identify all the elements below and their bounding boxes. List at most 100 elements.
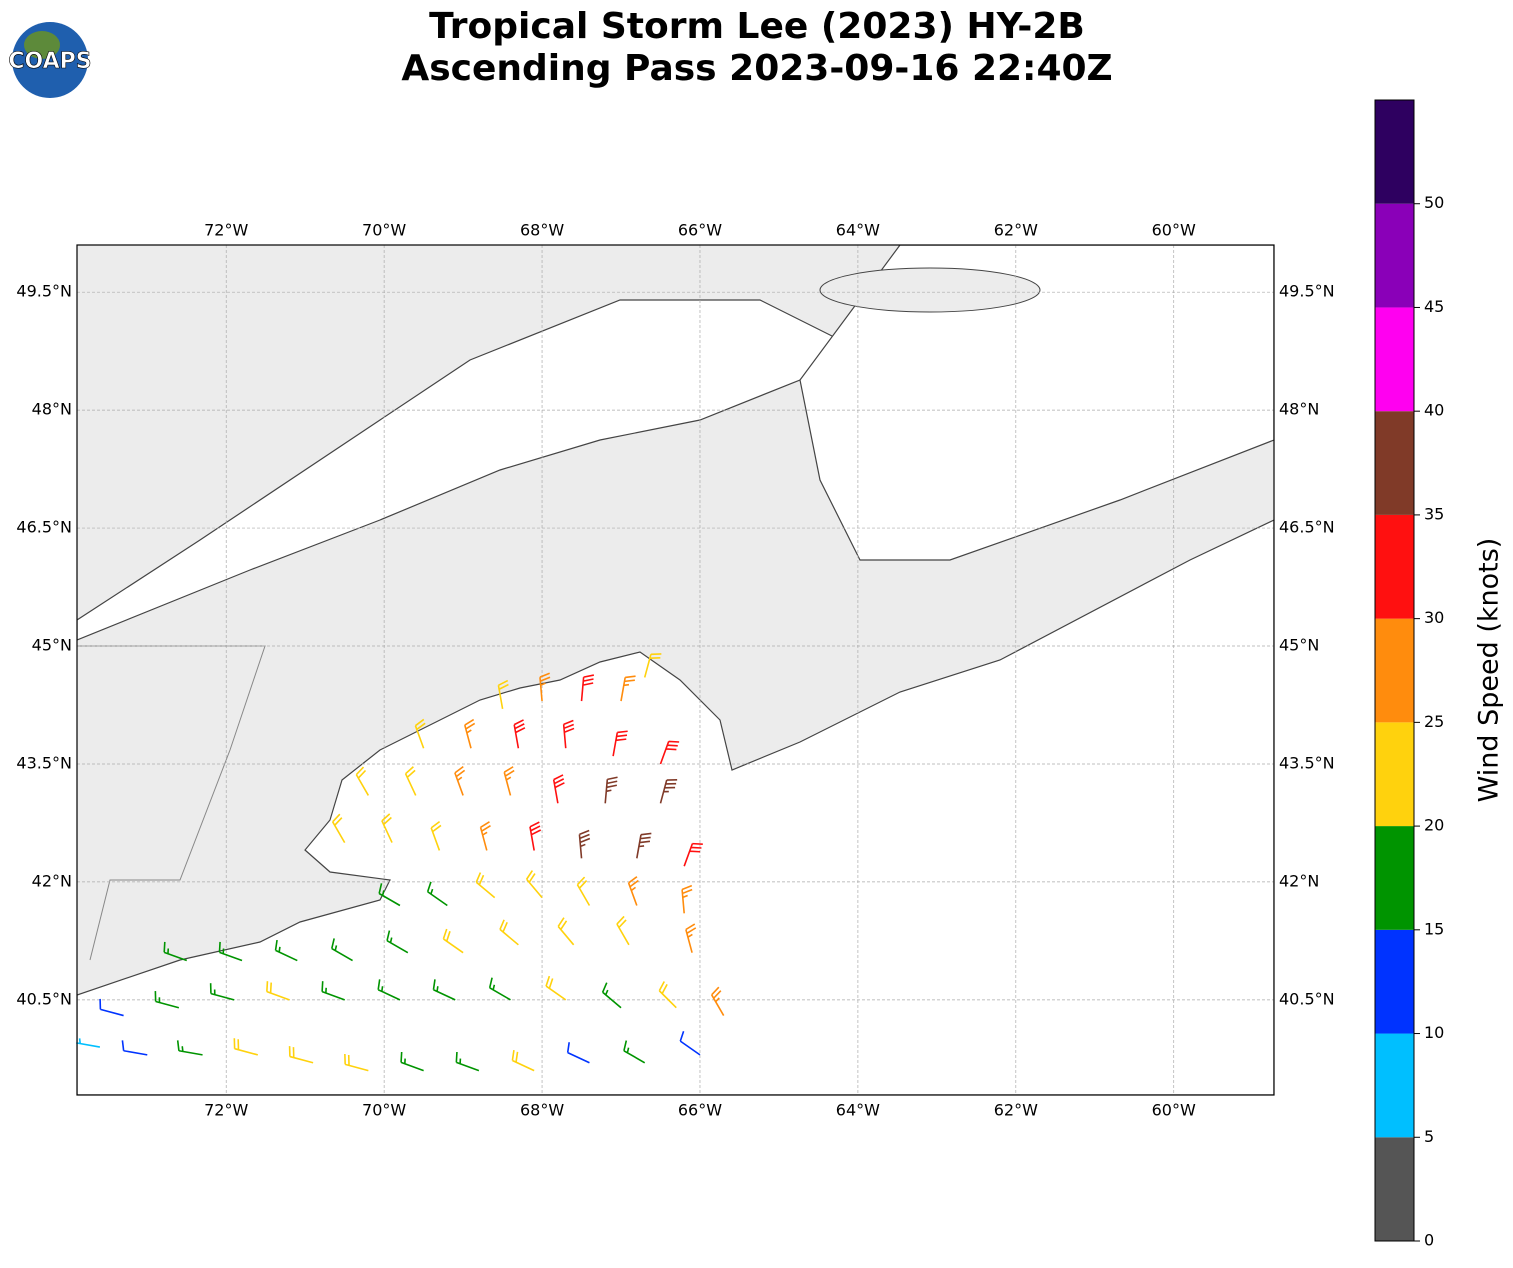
- wind-barb: [636, 832, 652, 859]
- map-frame: [76, 244, 1275, 1096]
- wind-barb: [499, 919, 519, 946]
- wind-barb: [381, 813, 393, 843]
- wind-barb: [679, 1030, 701, 1056]
- colorbar-segment: [1375, 307, 1414, 412]
- y-tick-label: 46.5°N: [16, 518, 72, 537]
- x-tick-label: 68°W: [520, 221, 564, 240]
- x-tick-label: 64°W: [836, 221, 880, 240]
- colorbar-tick-label: 5: [1424, 1127, 1434, 1146]
- wind-barb: [557, 917, 575, 946]
- wind-barb: [430, 821, 442, 851]
- wind-barb: [176, 1040, 203, 1056]
- wind-barb: [683, 842, 703, 867]
- y-tick-label: 48°N: [32, 400, 72, 419]
- x-tick-label: 62°W: [994, 1101, 1038, 1120]
- wind-barb: [163, 941, 188, 962]
- wind-barb: [685, 923, 697, 953]
- wind-barb: [604, 776, 618, 804]
- wind-barb: [426, 881, 448, 907]
- wind-barb: [414, 718, 426, 749]
- grid: [77, 245, 1274, 1095]
- wind-barb: [76, 1038, 101, 1048]
- wind-barb: [562, 719, 575, 749]
- wind-barb: [209, 983, 235, 1001]
- wind-barb: [378, 883, 401, 907]
- y-tick-label: 45°N: [1279, 636, 1319, 655]
- wind-barb: [288, 1046, 314, 1064]
- wind-barb: [576, 876, 591, 906]
- y-tick-label: 45°N: [32, 636, 72, 655]
- wind-barb: [552, 774, 565, 804]
- wind-barb: [643, 653, 662, 678]
- wind-barb: [344, 1053, 369, 1072]
- wind-barb: [627, 876, 639, 906]
- wind-barb: [233, 1038, 259, 1056]
- y-tick-label: 43.5°N: [16, 753, 72, 772]
- map: [77, 245, 1274, 1095]
- y-tick-label: 40.5°N: [16, 989, 72, 1008]
- wind-barb: [545, 975, 567, 1001]
- colorbar-frame: [1374, 99, 1415, 1242]
- x-tick-label: 62°W: [994, 221, 1038, 240]
- x-tick-label: 68°W: [520, 1101, 564, 1120]
- colorbar-segment: [1375, 929, 1414, 1034]
- colorbar-segment: [1375, 100, 1414, 204]
- colorbar-tick-label: 40: [1424, 401, 1444, 420]
- colorbar-segment: [1375, 618, 1414, 723]
- wind-barb: [479, 821, 491, 851]
- y-tick-label: 49.5°N: [16, 282, 72, 301]
- wind-barb: [99, 998, 124, 1017]
- wind-barb: [331, 813, 346, 843]
- wind-barb: [578, 829, 591, 859]
- logo-text: COAPS: [8, 49, 91, 74]
- x-tick-label: 64°W: [836, 1101, 880, 1120]
- wind-barb: [154, 991, 180, 1009]
- wind-barb: [488, 977, 511, 1001]
- wind-barb: [511, 1050, 535, 1072]
- wind-barb: [580, 674, 595, 702]
- wind-barb: [710, 986, 725, 1016]
- wind-barb: [513, 719, 526, 749]
- colorbar-tick-label: 30: [1424, 608, 1444, 627]
- wind-barb: [355, 766, 370, 796]
- wind-barb: [442, 928, 464, 954]
- x-tick-label: 60°W: [1152, 1101, 1196, 1120]
- wind-barb: [121, 1040, 148, 1056]
- logo: COAPS: [8, 22, 92, 98]
- y-tick-label: 48°N: [1279, 400, 1319, 419]
- x-tick-label: 70°W: [362, 221, 406, 240]
- wind-barb: [659, 740, 680, 765]
- y-tick-label: 42°N: [1279, 871, 1319, 890]
- y-tick-label: 49.5°N: [1279, 282, 1335, 301]
- colorbar-segment: [1375, 1033, 1414, 1138]
- anticosti: [819, 267, 1041, 313]
- wind-barb: [400, 1051, 424, 1072]
- colorbar-segment: [1375, 826, 1414, 930]
- colorbar-label: Wind Speed (knots): [1474, 538, 1505, 803]
- wind-barb: [616, 915, 630, 946]
- colorbar-segment: [1375, 203, 1414, 308]
- wind-barb: [612, 730, 628, 757]
- y-tick-label: 40.5°N: [1279, 989, 1335, 1008]
- wind-barb: [386, 930, 409, 954]
- colorbar: 0 5 10 15 20 25 30 35 40 45 50: [1374, 99, 1444, 1250]
- colorbar-segment: [1375, 514, 1414, 619]
- wind-barb: [503, 766, 515, 796]
- colorbar-segment: [1375, 411, 1414, 515]
- wind-barb: [525, 870, 543, 899]
- x-tick-label: 66°W: [678, 221, 722, 240]
- y-tick-label: 43.5°N: [1279, 753, 1335, 772]
- wind-barb: [601, 982, 622, 1009]
- wind-barb: [266, 981, 290, 1001]
- x-tick-label: 60°W: [1152, 221, 1196, 240]
- wind-barb: [623, 1040, 646, 1064]
- wind-barb: [455, 1051, 480, 1072]
- y-tick-label: 42°N: [32, 871, 72, 890]
- colorbar-tick-label: 10: [1424, 1023, 1444, 1042]
- wind-barb: [658, 981, 677, 1009]
- wind-barb: [432, 979, 456, 1001]
- wind-barb: [321, 981, 345, 1001]
- wind-barb: [539, 672, 551, 702]
- wind-barb: [377, 979, 401, 1001]
- wind-barb: [464, 718, 476, 749]
